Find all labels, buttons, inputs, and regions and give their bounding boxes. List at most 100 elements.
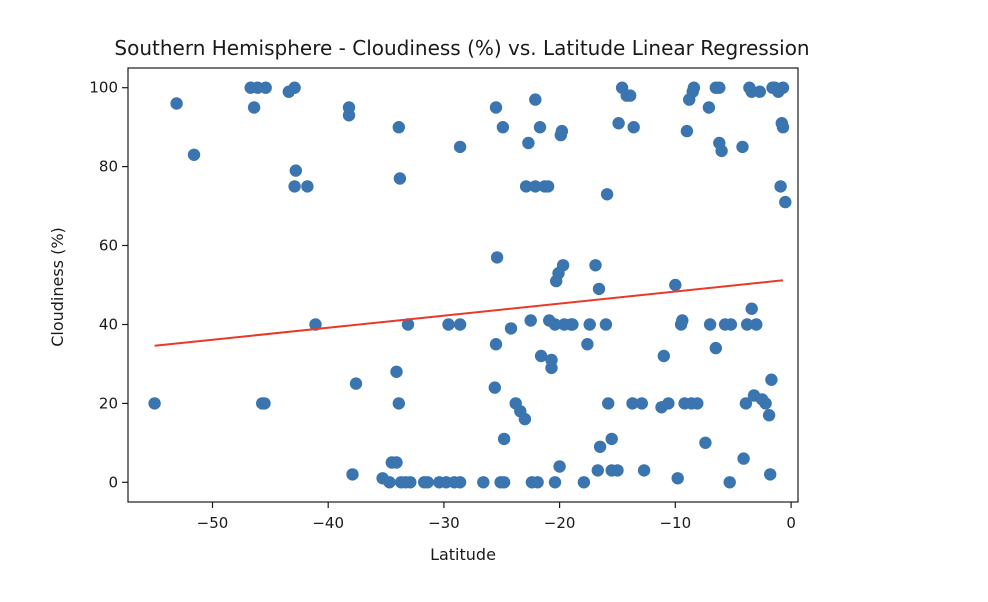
data-point [581, 338, 594, 351]
y-tick-label: 40 [99, 316, 118, 334]
data-point [739, 397, 753, 410]
data-point [753, 85, 766, 98]
data-point [592, 282, 606, 296]
data-point [170, 97, 183, 110]
data-point [421, 476, 434, 489]
x-axis-label: Latitude [430, 545, 496, 564]
data-point [401, 318, 415, 331]
data-point [548, 318, 562, 331]
x-tick-label: −20 [544, 514, 576, 532]
data-point [489, 338, 503, 351]
data-point [680, 124, 694, 138]
data-point [522, 136, 535, 150]
data-point [477, 476, 490, 489]
data-point [392, 397, 405, 410]
data-point [288, 180, 301, 193]
data-point [259, 81, 272, 94]
data-point [593, 440, 607, 453]
data-point [545, 361, 558, 375]
data-point [724, 318, 738, 331]
data-point [148, 397, 161, 410]
data-point [490, 251, 504, 264]
data-point [566, 318, 579, 331]
data-point [583, 318, 596, 331]
data-point [553, 460, 566, 473]
data-point [187, 148, 201, 161]
data-point [709, 341, 722, 355]
data-point [504, 322, 518, 335]
data-point [529, 93, 542, 106]
data-point [602, 397, 615, 410]
data-point [258, 397, 271, 410]
data-point [497, 476, 511, 489]
data-point [637, 464, 651, 477]
data-point [676, 314, 689, 327]
data-point [669, 278, 682, 292]
data-point [518, 412, 532, 426]
data-point [702, 101, 716, 114]
data-point [453, 476, 467, 489]
data-point [626, 397, 639, 410]
data-point [745, 302, 758, 315]
data-point [534, 349, 548, 363]
data-point [759, 397, 772, 410]
data-point [392, 121, 405, 134]
data-point [736, 140, 749, 154]
x-axis-ticks: −50 −40 −30 −20 −10 0 [197, 502, 796, 532]
data-point [671, 472, 684, 485]
x-tick-label: −40 [312, 514, 344, 532]
x-tick-label: −30 [428, 514, 460, 532]
y-tick-label: 60 [99, 237, 118, 255]
y-tick-label: 0 [108, 473, 118, 491]
data-point [497, 432, 511, 446]
data-point [624, 89, 637, 102]
data-point [600, 188, 614, 201]
data-point [577, 476, 591, 489]
data-point [662, 397, 675, 410]
data-point [301, 180, 314, 193]
data-point [390, 365, 403, 378]
data-point [599, 318, 613, 331]
data-point [612, 117, 625, 130]
data-point [764, 468, 777, 481]
chart-title: Southern Hemisphere - Cloudiness (%) vs.… [114, 36, 809, 60]
y-tick-label: 100 [89, 79, 118, 97]
data-point [288, 81, 301, 94]
regression-line [154, 279, 784, 347]
data-point [762, 409, 776, 422]
y-tick-label: 80 [99, 158, 118, 176]
data-point [247, 101, 261, 114]
data-point [687, 81, 701, 94]
data-point [691, 397, 704, 410]
y-tick-label: 20 [99, 394, 118, 412]
data-point [524, 314, 537, 327]
y-axis-label: Cloudiness (%) [48, 227, 67, 347]
data-point [750, 318, 763, 331]
data-point [740, 318, 754, 331]
data-point [349, 377, 363, 390]
data-point [289, 164, 302, 177]
axes-frame [127, 67, 799, 503]
data-point [529, 180, 542, 193]
data-point [489, 101, 503, 114]
data-point [589, 259, 602, 272]
data-point [393, 172, 407, 185]
data-point [635, 397, 648, 410]
data-point [765, 373, 778, 386]
data-point [699, 436, 712, 449]
data-point [776, 81, 790, 94]
data-point [737, 452, 750, 465]
data-point [627, 121, 640, 134]
data-point [383, 476, 396, 489]
x-tick-label: −10 [659, 514, 691, 532]
x-tick-label: 0 [786, 514, 796, 532]
data-point [519, 180, 533, 193]
data-point [342, 109, 356, 122]
plot-area [148, 81, 792, 489]
data-point [591, 464, 604, 477]
data-point [774, 180, 787, 193]
data-point [555, 124, 569, 138]
data-point [556, 259, 570, 272]
data-point [309, 318, 322, 331]
data-point [453, 318, 467, 331]
